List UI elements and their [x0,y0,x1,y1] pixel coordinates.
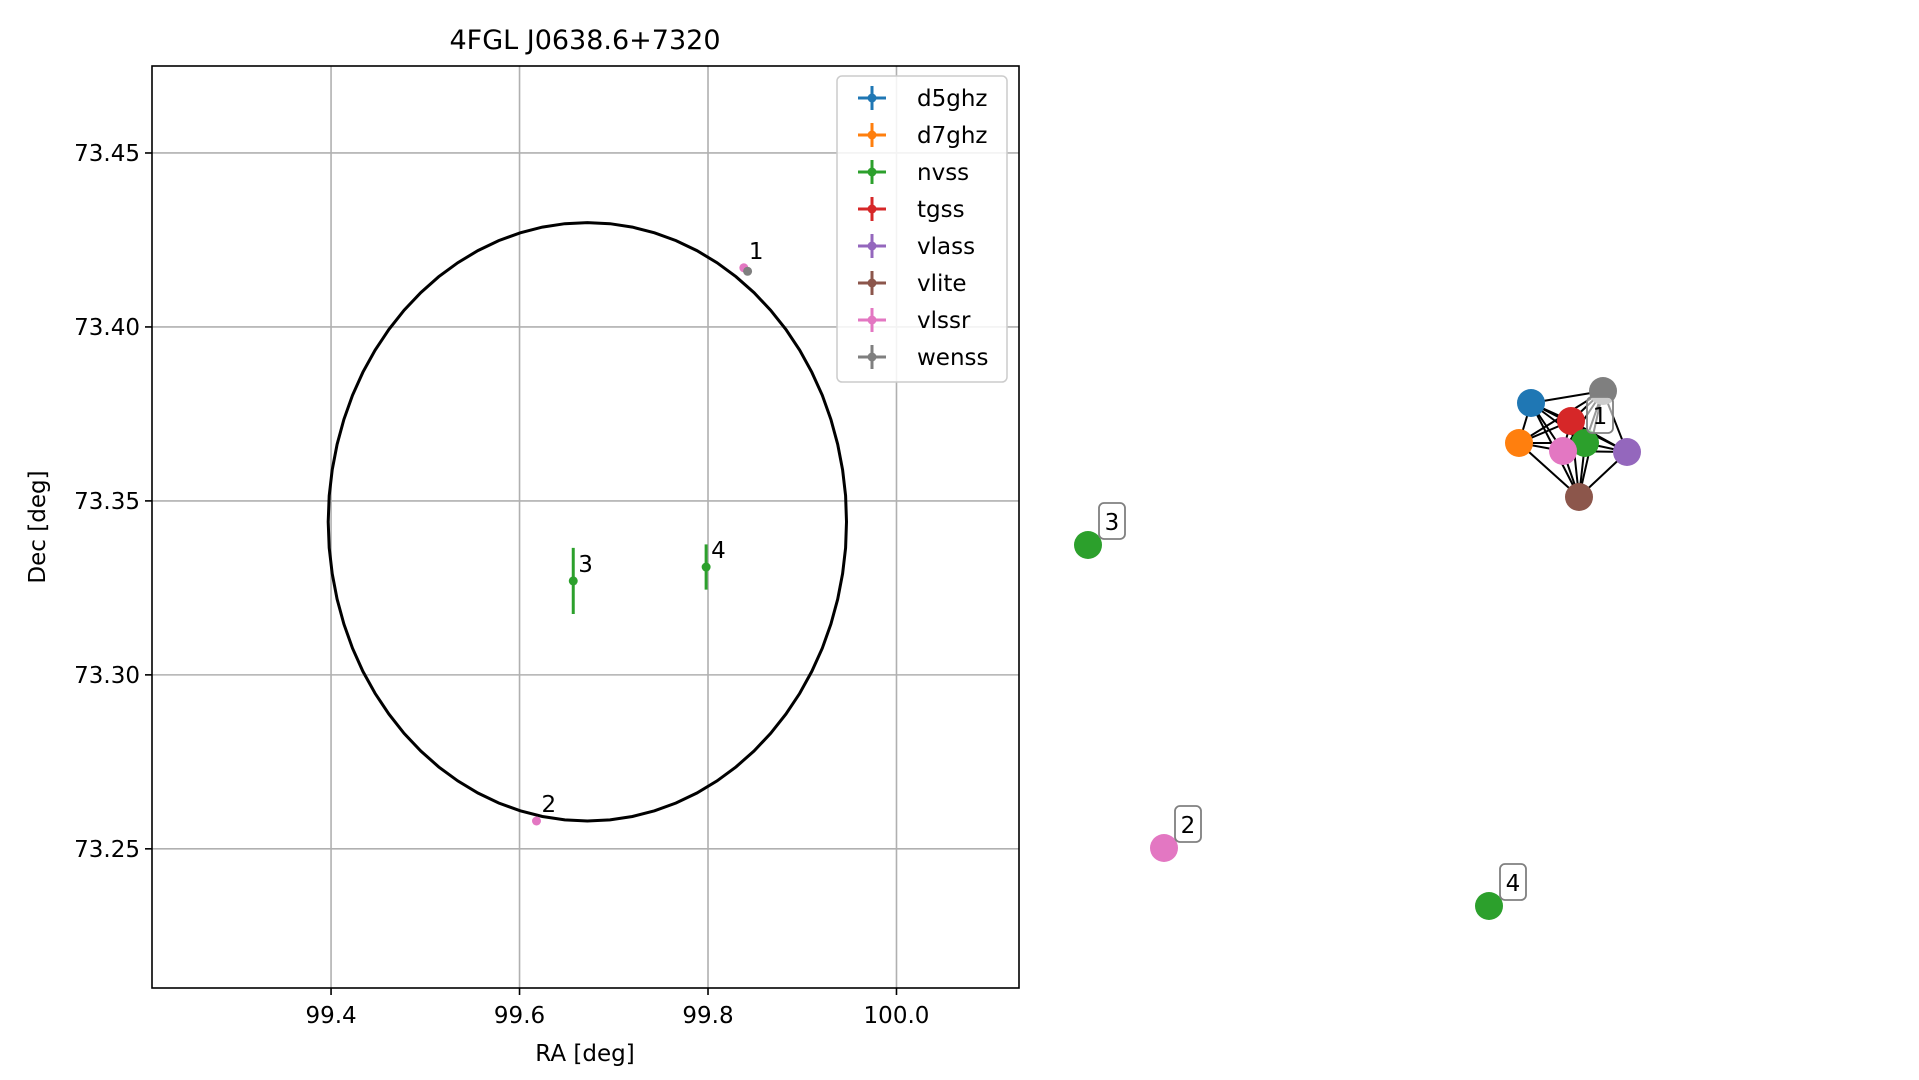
node-label-box [1499,863,1527,901]
x-tick-label: 99.6 [494,1003,545,1029]
legend: d5ghz d7ghz nvss tgss vlass vlite vlssr wenss [836,75,1008,383]
network-node-tgss [1557,407,1585,435]
x-tick-label: 100.0 [864,1003,930,1029]
axes-frame [151,65,1020,989]
network-node-vlssr-2 [1150,834,1178,862]
localization-ellipse [326,221,849,823]
legend-marker-dot [867,352,877,362]
network-node-nvss-1 [1571,429,1599,457]
network-node-vlass [1613,438,1641,466]
legend-marker-dot [867,204,877,214]
data-points: 3 4 1 2 [531,239,764,826]
x-tick-label: 99.4 [305,1003,356,1029]
y-axis-ticks: 73.25 73.30 73.35 73.40 73.45 [74,141,152,863]
y-tick-label: 73.35 [74,489,140,515]
legend-label: d5ghz [917,86,987,112]
legend-marker-dot [867,315,877,325]
nvss-point [701,562,711,572]
network-node-vlssr-1 [1549,437,1577,465]
node-label-box [1586,396,1614,434]
point-label: 1 [749,239,764,265]
x-axis-ticks: 99.4 99.6 99.8 100.0 [305,988,929,1029]
match-network: 1 3 2 4 [1074,377,1641,920]
point-label: 3 [578,552,593,578]
network-node-d5ghz [1517,389,1545,417]
node-label: 3 [1105,510,1120,536]
network-labels: 1 3 2 4 [1098,396,1614,901]
node-label: 2 [1181,813,1196,839]
x-tick-label: 99.8 [682,1003,733,1029]
legend-marker-dot [867,93,877,103]
legend-marker-dot [867,278,877,288]
legend-marker-dot [867,130,877,140]
point-label: 2 [541,792,556,818]
network-node-nvss-3 [1074,531,1102,559]
x-axis-label: RA [deg] [535,1041,634,1067]
node-label: 1 [1593,404,1608,430]
network-node-d7ghz [1505,429,1533,457]
legend-label: vlssr [917,308,971,334]
legend-label: tgss [917,197,965,223]
wenss-point [743,266,753,276]
legend-frame [836,75,1008,383]
vlssr-point [531,816,541,826]
network-nodes [1074,377,1641,920]
legend-marker-dot [867,167,877,177]
legend-marker-dot [867,241,877,251]
y-tick-label: 73.45 [74,141,140,167]
legend-label: d7ghz [917,123,987,149]
legend-label: vlass [917,234,975,260]
chart-title: 4FGL J0638.6+7320 [449,25,720,56]
network-node-nvss-4 [1475,892,1503,920]
y-axis-label: Dec [deg] [25,470,51,583]
node-label-box [1174,805,1202,843]
legend-label: wenss [917,345,989,371]
legend-label: nvss [917,160,969,186]
legend-label: vlite [917,271,967,297]
y-tick-label: 73.30 [74,663,140,689]
network-node-vlite [1565,483,1593,511]
point-label: 4 [711,538,726,564]
y-tick-label: 73.25 [74,837,140,863]
nvss-point [568,576,578,586]
node-label: 4 [1506,871,1521,897]
y-tick-label: 73.40 [74,315,140,341]
node-label-box [1098,502,1126,540]
